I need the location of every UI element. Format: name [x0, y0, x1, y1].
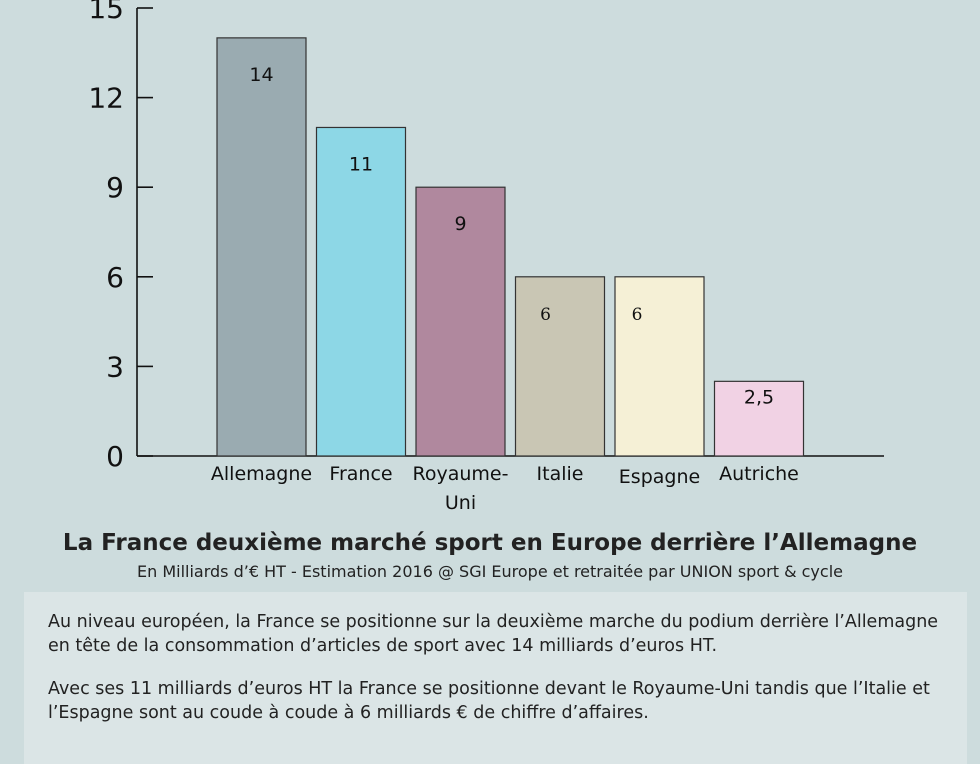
y-tick-label: 3	[106, 350, 124, 383]
bar	[415, 186, 506, 457]
category-label: Espagne	[619, 466, 700, 488]
chart-title: La France deuxième marché sport en Europ…	[62, 530, 918, 556]
data-label: 9	[454, 213, 466, 235]
data-label: 6	[540, 305, 551, 325]
bar	[614, 276, 705, 457]
paragraph-2: Avec ses 11 milliards d’euros HT la Fran…	[48, 679, 930, 723]
description-box: Au niveau européen, la France se positio…	[24, 592, 967, 764]
data-label: 2,5	[744, 386, 774, 408]
category-label: Italie	[537, 463, 584, 485]
y-tick-label: 9	[106, 171, 124, 204]
y-tick-label: 6	[106, 261, 124, 294]
category-label: France	[329, 463, 392, 485]
bar-chart: 0 3 6 9 12 15 14 Allemagne 11 France 9 Royaume-Uni 6…	[88, 0, 884, 514]
y-tick-label: 15	[88, 0, 124, 25]
y-tick-label: 12	[88, 82, 124, 115]
category-label: Autriche	[719, 463, 799, 485]
data-label: 6	[632, 305, 643, 325]
data-label: 14	[249, 64, 273, 86]
bar	[315, 126, 407, 457]
category-label: Allemagne	[211, 463, 312, 485]
bar	[216, 37, 307, 457]
data-label: 11	[349, 153, 373, 175]
chart-subtitle: En Milliards d’€ HT - Estimation 2016 @ …	[137, 562, 843, 581]
y-tick-label: 0	[106, 440, 124, 473]
paragraph-1: Au niveau européen, la France se positio…	[48, 612, 939, 656]
bar	[514, 276, 606, 457]
bar	[713, 380, 805, 457]
category-label: Royaume-Uni	[413, 463, 509, 514]
